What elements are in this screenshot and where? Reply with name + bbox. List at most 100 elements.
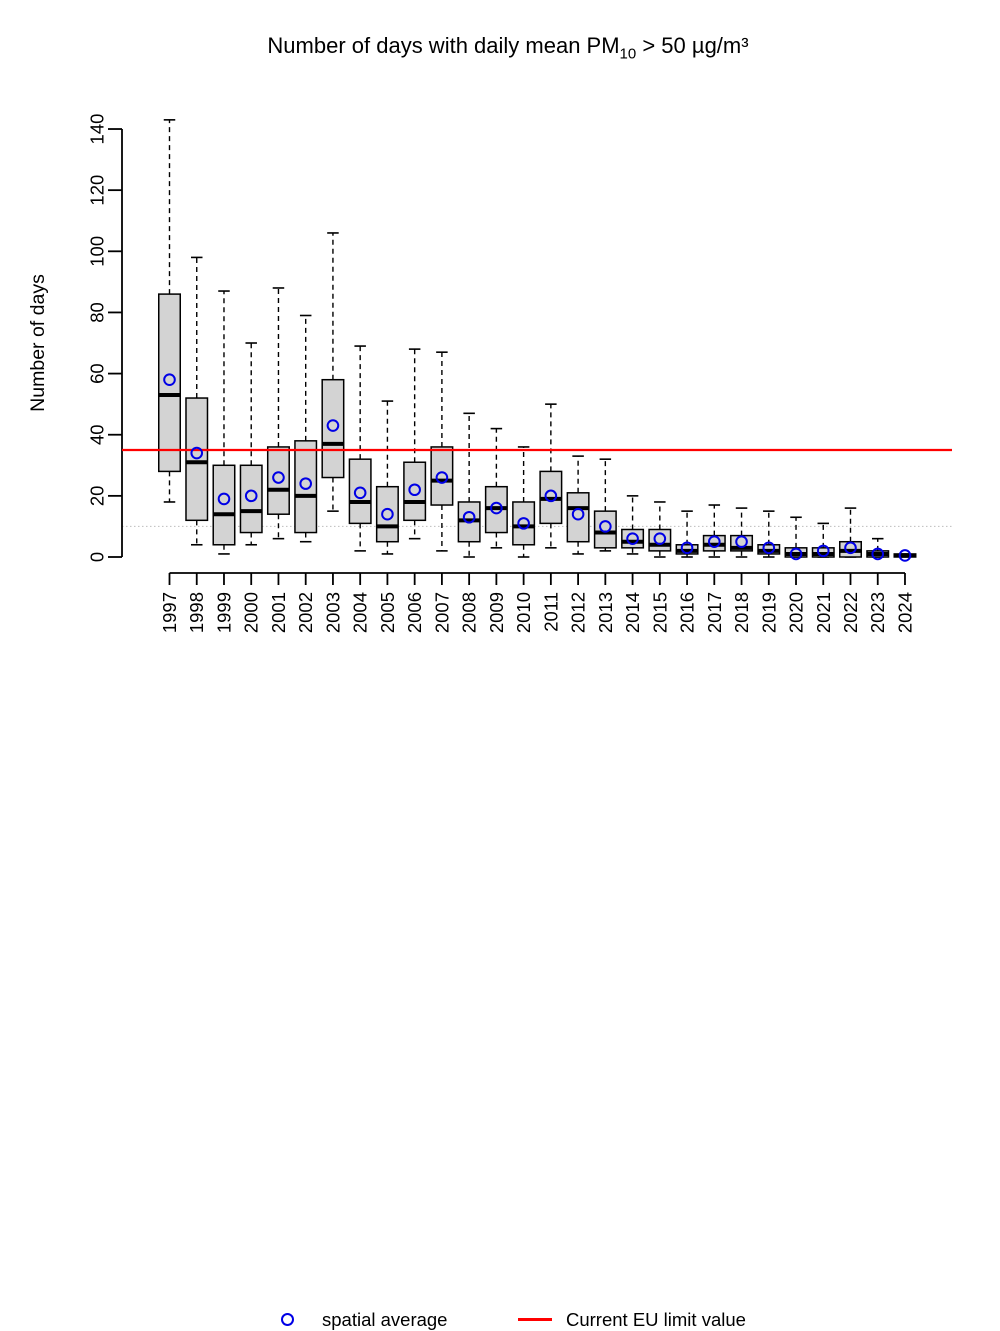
mean-marker-2010 <box>517 517 530 530</box>
x-tick-label: 2017 <box>704 592 725 633</box>
x-tick-label: 2010 <box>513 592 534 633</box>
iqr-box <box>294 440 318 534</box>
box-2003 <box>321 232 345 512</box>
iqr-box <box>403 461 427 522</box>
y-tick-label: 0 <box>87 552 108 562</box>
iqr-box <box>430 446 454 506</box>
mean-marker-2024 <box>898 549 912 562</box>
box-2004 <box>348 345 372 552</box>
box-2005 <box>375 400 399 555</box>
box-2002 <box>294 314 318 543</box>
iqr-box <box>593 510 617 549</box>
x-tick-label: 2002 <box>295 592 316 633</box>
box-2016 <box>675 510 699 558</box>
y-axis: 0 20 40 60 80 100 120 140 Number of days <box>27 114 123 562</box>
x-tick-label: 2018 <box>731 592 752 633</box>
box-2006 <box>403 348 427 540</box>
box-2007 <box>430 351 454 552</box>
box-2013 <box>593 458 617 552</box>
iqr-box <box>375 485 399 543</box>
mean-marker-2011 <box>544 489 558 503</box>
y-tick-label: 100 <box>87 236 108 267</box>
box-2011 <box>539 403 563 549</box>
x-tick-label: 2023 <box>867 592 888 633</box>
mean-marker-2003 <box>326 419 340 432</box>
iqr-box <box>348 458 372 525</box>
chart-title-subscript: 10 <box>619 45 637 63</box>
boxplot-canvas: 0 20 40 60 80 100 120 140 Number of days 1997 1998… <box>27 114 952 633</box>
x-tick-label: 2012 <box>568 592 589 633</box>
box-2012 <box>566 455 590 555</box>
mean-marker-2015 <box>653 532 667 545</box>
box-2018 <box>730 507 754 558</box>
x-tick-label: 2004 <box>350 592 371 633</box>
y-tick-label: 60 <box>87 363 108 384</box>
box-1998 <box>185 256 209 546</box>
mean-marker-2000 <box>244 489 258 503</box>
x-tick-label: 2000 <box>241 592 262 633</box>
x-tick-label: 2011 <box>540 592 561 632</box>
box-2008 <box>457 412 481 558</box>
y-tick-label: 40 <box>87 424 108 445</box>
iqr-box <box>512 501 536 546</box>
mean-marker-2016 <box>680 541 694 555</box>
x-tick-label: 2020 <box>786 592 807 633</box>
box-2024 <box>893 553 917 558</box>
x-tick-label: 2003 <box>322 592 343 633</box>
box-2019 <box>757 510 781 558</box>
box-2017 <box>702 504 726 558</box>
x-tick-label: 2021 <box>813 592 834 633</box>
box-1997 <box>158 119 181 503</box>
x-tick-label: 2022 <box>840 592 861 633</box>
legend-mean-label: spatial average <box>322 1309 448 1330</box>
legend-eu-limit-label: Current EU limit value <box>566 1309 746 1330</box>
x-axis: 1997 1998 1999 2000 2001 2002 2003 2004 2005 2006… <box>159 572 915 633</box>
box-2000 <box>239 342 263 546</box>
mean-marker-2006 <box>408 483 421 497</box>
x-tick-label: 1998 <box>186 592 207 633</box>
mean-marker-2021 <box>816 544 830 558</box>
y-tick-label: 80 <box>87 302 108 323</box>
x-tick-label: 2008 <box>459 592 480 633</box>
y-tick-label: 140 <box>87 114 108 145</box>
chart-title-suffix: > 50 µg/m³ <box>636 33 749 58</box>
mean-marker-2004 <box>353 486 367 500</box>
box-2001 <box>266 287 290 540</box>
y-tick-label: 120 <box>87 175 108 206</box>
x-tick-label: 2013 <box>595 592 616 633</box>
y-tick-label: 20 <box>87 486 108 507</box>
box-2010 <box>512 446 536 558</box>
x-tick-label: 1999 <box>213 592 234 633</box>
x-tick-label: 2006 <box>404 592 425 633</box>
legend-eu-limit-line-icon <box>518 1318 552 1321</box>
mean-marker-2022 <box>844 541 857 555</box>
box-1999 <box>212 290 236 555</box>
mean-marker-2023 <box>871 547 885 561</box>
mean-marker-2018 <box>735 535 748 549</box>
x-tick-label: 2019 <box>758 592 779 633</box>
y-axis-title: Number of days <box>27 274 49 412</box>
x-tick-label: 2014 <box>622 592 643 633</box>
x-tick-label: 2009 <box>486 592 507 633</box>
x-tick-label: 2007 <box>431 592 452 633</box>
iqr-box <box>566 492 590 543</box>
box-2015 <box>648 501 672 558</box>
x-tick-label: 2005 <box>377 592 398 633</box>
iqr-box <box>239 464 263 534</box>
box-2020 <box>784 516 808 558</box>
mean-marker-2005 <box>381 507 394 521</box>
x-tick-label: 2016 <box>677 592 698 633</box>
chart-title-prefix: Number of days with daily mean PM <box>267 33 620 58</box>
mean-marker-2001 <box>272 471 285 484</box>
legend-mean-circle-icon <box>281 1313 294 1326</box>
x-tick-label: 1997 <box>159 592 180 633</box>
box-2009 <box>484 427 508 549</box>
chart-title: Number of days with daily mean PM10 > 50… <box>108 33 908 62</box>
mean-marker-2014 <box>626 532 639 545</box>
mean-marker-1997 <box>163 373 176 386</box>
box-2021 <box>811 522 835 558</box>
iqr-box <box>158 293 181 473</box>
mean-marker-1999 <box>217 492 231 506</box>
iqr-box <box>266 446 290 515</box>
iqr-box <box>621 528 645 549</box>
